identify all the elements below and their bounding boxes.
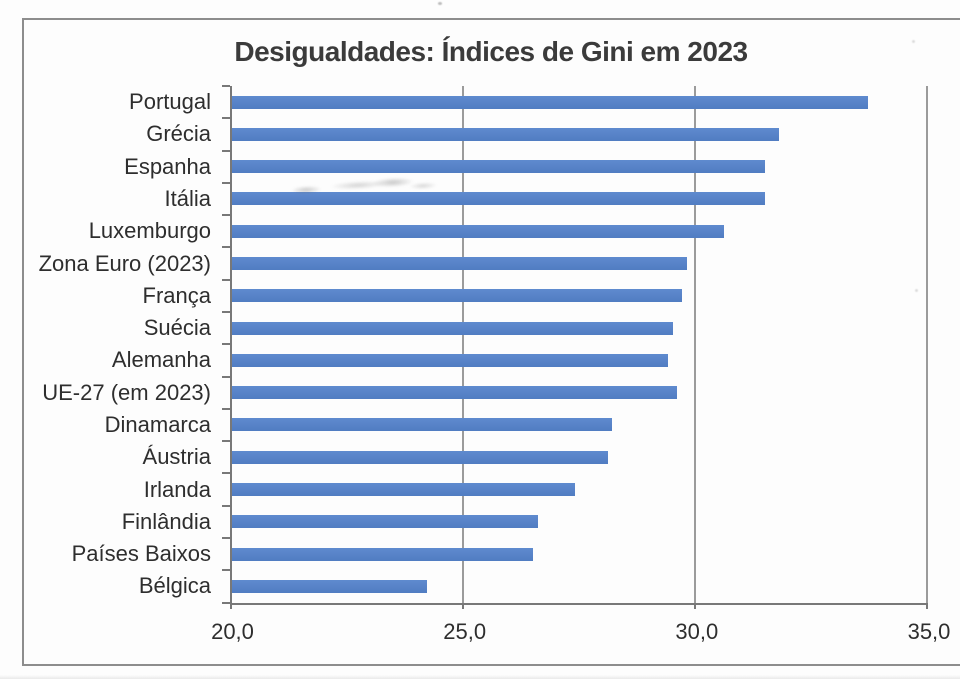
category-label: Finlândia — [121, 508, 211, 534]
bar-b-lgica — [231, 579, 427, 593]
category-label: Portugal — [129, 89, 211, 115]
category-label: Bélgica — [138, 573, 211, 599]
category-tick — [221, 504, 230, 507]
gridline-x-35 — [926, 86, 928, 603]
scan-speck — [912, 40, 915, 43]
category-tick — [221, 343, 230, 346]
category-tick — [221, 472, 230, 475]
value-tick — [693, 602, 696, 609]
chart-frame — [22, 18, 960, 666]
category-tick — [221, 181, 230, 184]
category-label: Áustria — [142, 444, 211, 470]
category-tick — [221, 310, 230, 313]
category-tick — [221, 601, 230, 604]
category-tick — [221, 149, 230, 152]
scan-speck — [915, 289, 918, 292]
bar-finl-ndia — [231, 515, 538, 529]
value-tick — [229, 602, 232, 609]
category-tick — [221, 569, 230, 572]
category-axis-line — [229, 86, 232, 604]
bar-espanha — [231, 160, 766, 174]
bar-alemanha — [231, 353, 668, 367]
category-label: Alemanha — [111, 347, 211, 373]
category-label: Zona Euro (2023) — [38, 250, 211, 276]
category-label: Suécia — [143, 315, 211, 341]
bar-irlanda — [231, 483, 576, 497]
chart-title: Desigualdades: Índices de Gini em 2023 — [234, 36, 748, 67]
x-tick-label: 35,0 — [907, 618, 951, 644]
bar-fran-a — [231, 289, 682, 303]
value-axis-line — [229, 602, 928, 605]
category-tick — [221, 214, 230, 217]
bar-su-cia — [231, 321, 673, 335]
bar-gr-cia — [231, 127, 780, 141]
category-label: França — [142, 282, 211, 308]
category-tick — [221, 440, 230, 443]
scan-speck — [438, 2, 442, 5]
category-label: Itália — [164, 185, 211, 211]
gridline-x-25 — [461, 86, 464, 603]
category-tick — [221, 407, 230, 410]
gridline-x-30 — [693, 86, 696, 603]
bar-ue-27-em-2023- — [231, 386, 678, 400]
category-tick — [221, 246, 230, 249]
value-tick — [461, 602, 464, 609]
category-label: Dinamarca — [104, 411, 211, 437]
category-tick — [221, 278, 230, 281]
bar-zona-euro-2023- — [231, 257, 687, 271]
bar-dinamarca — [231, 418, 613, 432]
category-label: Irlanda — [143, 476, 211, 502]
category-label: Países Baixos — [71, 541, 211, 567]
bar--ustria — [231, 450, 608, 464]
category-tick — [221, 85, 230, 87]
bar-pa-ses-baixos — [231, 547, 534, 561]
x-tick-label: 30,0 — [675, 618, 719, 644]
category-label: Espanha — [124, 153, 211, 179]
category-tick — [221, 117, 230, 120]
category-tick — [221, 536, 230, 539]
x-tick-label: 25,0 — [443, 618, 487, 644]
x-tick-label: 20,0 — [211, 618, 254, 644]
bar-portugal — [231, 95, 868, 109]
category-label: Luxemburgo — [88, 218, 211, 244]
category-label: UE-27 (em 2023) — [42, 379, 211, 405]
scan-edge-shadow — [0, 675, 960, 679]
category-tick — [221, 375, 230, 378]
bar-luxemburgo — [231, 224, 724, 238]
bar-it-lia — [231, 192, 766, 206]
category-label: Grécia — [146, 121, 211, 147]
value-tick — [926, 602, 928, 609]
